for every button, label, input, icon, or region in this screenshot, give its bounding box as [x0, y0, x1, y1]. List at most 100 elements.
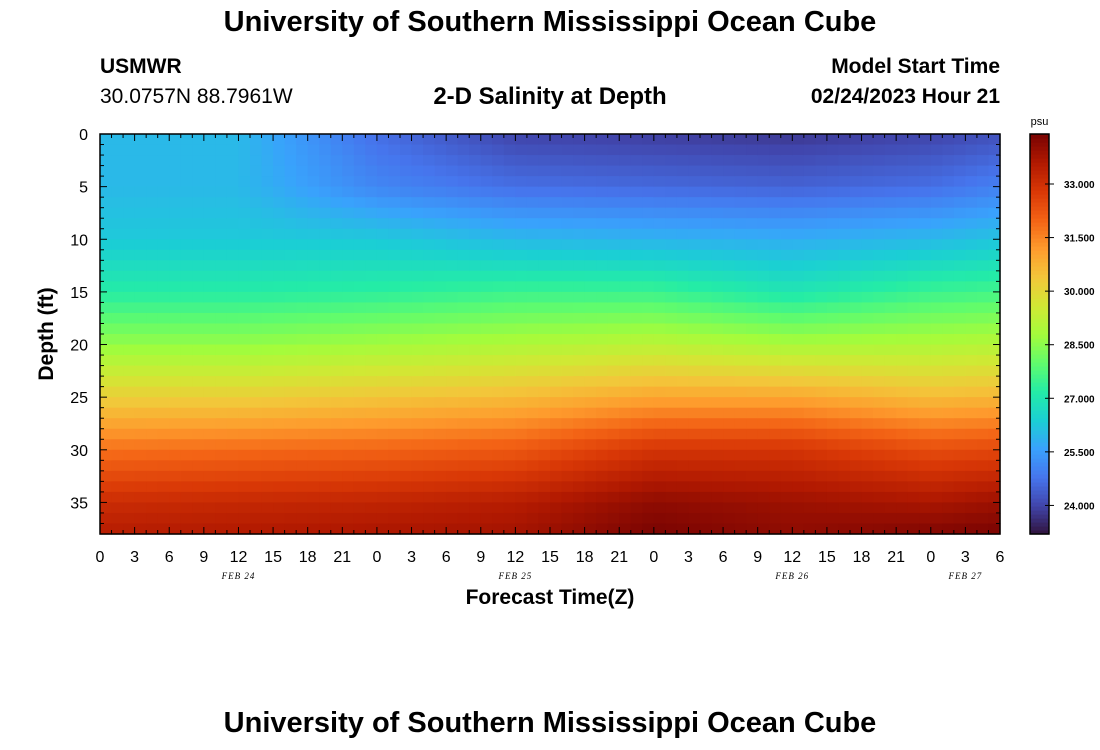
heatmap-cell [746, 512, 759, 525]
heatmap-cell [250, 397, 263, 409]
heatmap-cell [584, 386, 597, 398]
heatmap-cell [930, 239, 943, 251]
heatmap-cell [850, 334, 863, 346]
heatmap-cell [930, 481, 943, 493]
heatmap-cell [838, 470, 851, 482]
heatmap-cell [226, 291, 240, 304]
heatmap-cell [642, 439, 655, 451]
heatmap-cell [423, 144, 436, 156]
heatmap-cell [526, 355, 540, 367]
heatmap-cell [607, 481, 620, 493]
heatmap-cell [884, 312, 897, 325]
heatmap-cell [434, 260, 447, 272]
heatmap-cell [884, 439, 897, 451]
heatmap-cell [192, 386, 205, 398]
heatmap-cell [192, 144, 205, 156]
heatmap-cell [780, 449, 793, 461]
heatmap-cell [884, 376, 897, 388]
heatmap-cell [573, 134, 586, 146]
heatmap-cell [919, 155, 932, 167]
heatmap-cell [700, 176, 713, 188]
heatmap-cell [550, 239, 563, 251]
heatmap-cell [861, 155, 874, 167]
heatmap-cell [746, 386, 759, 398]
heatmap-cell [111, 281, 124, 293]
heatmap-cell [469, 376, 482, 388]
x-tick-label: 15 [541, 549, 559, 566]
heatmap-cell [100, 323, 113, 335]
heatmap-cell [907, 397, 920, 409]
heatmap-cell [480, 502, 493, 514]
heatmap-cell [826, 176, 840, 188]
heatmap-cell [896, 144, 909, 156]
heatmap-cell [953, 344, 966, 356]
heatmap-cell [446, 197, 459, 209]
heatmap-cell [596, 270, 609, 282]
heatmap-cell [630, 197, 643, 209]
heatmap-cell [100, 186, 113, 198]
heatmap-cell [123, 260, 136, 272]
heatmap-cell [723, 376, 736, 388]
colorbar-segment [1030, 502, 1049, 507]
heatmap-cell [250, 218, 263, 230]
heatmap-cell [365, 523, 378, 535]
heatmap-cell [550, 144, 563, 156]
heatmap-cell [861, 239, 874, 251]
heatmap-cell [711, 197, 724, 209]
heatmap-cell [734, 334, 747, 346]
heatmap-cell [688, 355, 701, 367]
colorbar-segment [1030, 402, 1049, 407]
heatmap-cell [123, 376, 136, 388]
heatmap-cell [653, 165, 666, 177]
heatmap-cell [480, 365, 493, 377]
heatmap-cell [700, 155, 713, 167]
heatmap-cell [861, 407, 874, 419]
heatmap-cell [411, 155, 424, 167]
heatmap-cell [630, 439, 643, 451]
heatmap-cell [861, 218, 874, 230]
heatmap-cell [169, 407, 182, 419]
heatmap-cell [815, 470, 828, 482]
colorbar-segment [1030, 342, 1049, 347]
heatmap-cell [746, 428, 759, 440]
heatmap-cell [215, 355, 228, 367]
heatmap-cell [503, 428, 516, 440]
heatmap-cell [250, 197, 263, 209]
heatmap-cell [953, 291, 966, 304]
heatmap-cell [250, 302, 263, 314]
heatmap-cell [273, 165, 286, 177]
heatmap-cell [803, 165, 816, 177]
heatmap-cell [942, 481, 955, 493]
heatmap-cell [780, 365, 793, 377]
heatmap-cell [446, 344, 459, 356]
heatmap-cell [596, 186, 609, 198]
heatmap-cell [561, 512, 574, 525]
heatmap-cell [434, 249, 447, 261]
heatmap-cell [273, 407, 286, 419]
heatmap-cell [584, 365, 597, 377]
heatmap-cell [792, 323, 805, 335]
heatmap-cell [215, 260, 228, 272]
heatmap-cell [503, 155, 516, 167]
heatmap-cell [838, 134, 851, 146]
heatmap-cell [607, 291, 620, 304]
heatmap-cell [123, 344, 136, 356]
heatmap-cell [769, 355, 782, 367]
heatmap-cell [180, 302, 193, 314]
colorbar-segment [1030, 422, 1049, 427]
heatmap-cell [584, 155, 597, 167]
heatmap-cell [388, 386, 401, 398]
heatmap-cell [700, 470, 713, 482]
colorbar-segment [1030, 166, 1049, 171]
heatmap-cell [411, 281, 424, 293]
heatmap-cell [307, 302, 320, 314]
heatmap-cell [780, 260, 793, 272]
heatmap-cell [550, 428, 563, 440]
heatmap-cell [515, 155, 528, 167]
heatmap-cell [803, 355, 816, 367]
heatmap-cell [146, 523, 159, 535]
heatmap-cell [584, 407, 597, 419]
heatmap-cell [700, 502, 713, 514]
heatmap-cell [111, 344, 124, 356]
heatmap-cell [353, 460, 366, 472]
